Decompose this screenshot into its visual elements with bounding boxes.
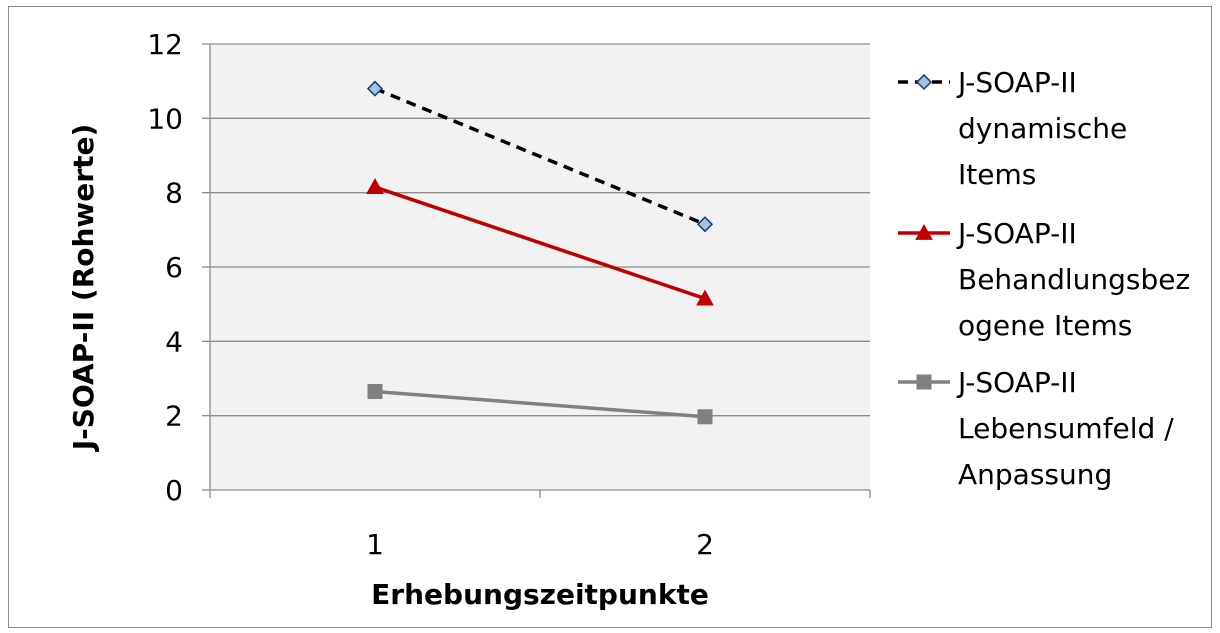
data-point-series-2-1 bbox=[366, 178, 384, 194]
data-point-series-1-1 bbox=[366, 80, 384, 97]
legend-label-line: J-SOAP-II bbox=[956, 366, 1077, 399]
legend-label-line: ogene Items bbox=[958, 309, 1132, 342]
legend-label-2: J-SOAP-II Behandlungsbez ogene Items bbox=[956, 217, 1190, 342]
data-point-series-3-2 bbox=[697, 409, 713, 425]
y-tick-label: 8 bbox=[165, 177, 183, 210]
y-tick-label: 2 bbox=[165, 400, 183, 433]
y-tick-label: 4 bbox=[165, 325, 183, 358]
series-line-2 bbox=[374, 185, 706, 301]
x-tick-label: 1 bbox=[366, 528, 384, 561]
x-axis-title: Erhebungszeitpunkte bbox=[371, 578, 709, 611]
legend-label-1: J-SOAP-II dynamische Items bbox=[956, 66, 1127, 191]
legend-label-line: Behandlungsbez bbox=[958, 263, 1190, 296]
y-tick-label: 6 bbox=[165, 251, 183, 284]
legend-label-line: J-SOAP-II bbox=[956, 217, 1077, 250]
data-point-series-1-2 bbox=[696, 216, 714, 233]
legend-label-line: Items bbox=[958, 158, 1036, 191]
legend-label-line: dynamische bbox=[958, 112, 1127, 145]
legend-swatch-marker-1 bbox=[915, 73, 933, 91]
legend-label-line: Anpassung bbox=[958, 458, 1112, 491]
y-tick-label: 10 bbox=[147, 102, 183, 135]
data-point-series-3-1 bbox=[367, 384, 383, 400]
data-point-series-2-2 bbox=[696, 289, 714, 306]
series-line-1 bbox=[374, 86, 706, 226]
legend-label-3: J-SOAP-II Lebensumfeld / Anpassung bbox=[956, 366, 1174, 491]
legend-swatch-marker-3 bbox=[916, 374, 932, 390]
legend-label-line: Lebensumfeld / bbox=[958, 412, 1174, 445]
y-tick-label: 12 bbox=[147, 28, 183, 61]
x-tick-label: 2 bbox=[696, 528, 714, 561]
y-tick-label: 0 bbox=[165, 474, 183, 507]
legend-label-line: J-SOAP-II bbox=[956, 66, 1077, 99]
y-axis-title: J-SOAP-II (Rohwerte) bbox=[67, 124, 100, 453]
series-line-3 bbox=[374, 389, 706, 419]
legend-swatch-marker-2 bbox=[915, 223, 933, 240]
